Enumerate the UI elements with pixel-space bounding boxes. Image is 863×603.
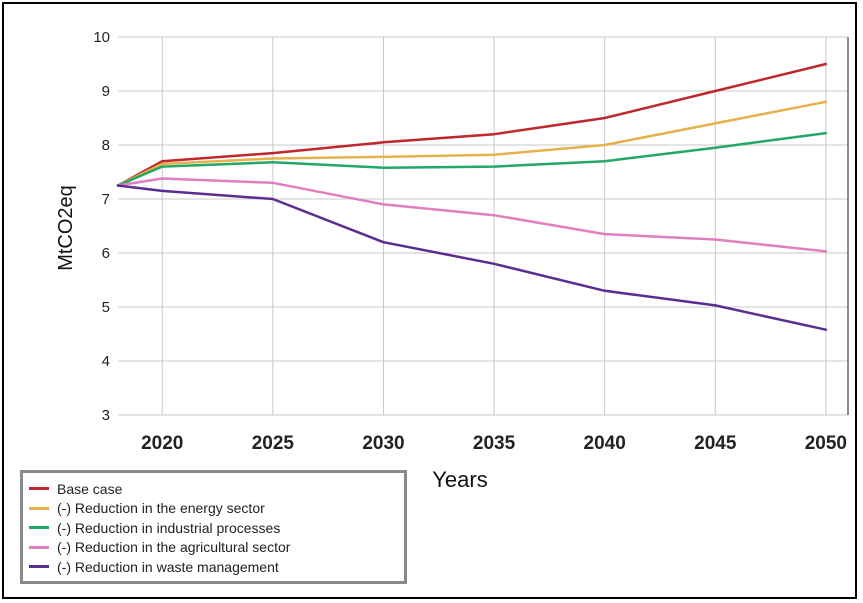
series-line <box>116 62 828 187</box>
x-tick-labels: 2020 2025 2030 2035 2040 2045 2050 <box>141 433 847 454</box>
legend-label: (-) Reduction in the energy sector <box>57 500 265 517</box>
legend-swatch <box>29 545 49 549</box>
legend-label: Base case <box>57 480 123 497</box>
legend: Base case (-) Reduction in the energy sec… <box>20 470 407 584</box>
series-line <box>116 177 828 253</box>
legend-swatch <box>29 565 49 569</box>
y-tick-label: 3 <box>102 407 110 424</box>
series-line <box>116 100 828 187</box>
legend-item: (-) Reduction in the agricultural sector <box>29 538 404 558</box>
x-tick-label: 2050 <box>805 433 847 454</box>
x-tick-label: 2020 <box>141 433 183 454</box>
y-tick-label: 4 <box>102 353 110 370</box>
x-axis-title: Years <box>432 467 487 492</box>
y-tick-label: 9 <box>102 83 110 100</box>
legend-item: (-) Reduction in industrial processes <box>29 518 404 538</box>
legend-swatch <box>29 487 49 491</box>
y-tick-label: 8 <box>102 137 110 154</box>
series-line <box>116 184 828 331</box>
legend-swatch <box>29 526 49 530</box>
y-tick-label: 7 <box>102 191 110 208</box>
y-tick-label: 5 <box>102 299 110 316</box>
legend-item: (-) Reduction in waste management <box>29 557 404 577</box>
x-tick-label: 2025 <box>252 433 295 454</box>
legend-item: (-) Reduction in the energy sector <box>29 499 404 519</box>
x-tick-label: 2035 <box>473 433 516 454</box>
y-tick-labels: 3 4 5 6 7 8 9 10 <box>93 29 110 424</box>
y-axis-title: MtCO2eq <box>55 185 77 271</box>
grid-lines <box>118 36 848 416</box>
legend-label: (-) Reduction in the agricultural sector <box>57 539 291 556</box>
legend-swatch <box>29 506 49 510</box>
x-tick-label: 2045 <box>694 433 737 454</box>
y-tick-label: 6 <box>102 245 110 262</box>
legend-item: Base case <box>29 479 404 499</box>
series-line <box>116 131 828 187</box>
y-tick-label: 10 <box>93 29 110 46</box>
x-tick-label: 2030 <box>362 433 404 454</box>
series-lines <box>116 62 828 331</box>
x-tick-label: 2040 <box>584 433 626 454</box>
legend-label: (-) Reduction in waste management <box>57 558 279 575</box>
legend-label: (-) Reduction in industrial processes <box>57 519 281 536</box>
